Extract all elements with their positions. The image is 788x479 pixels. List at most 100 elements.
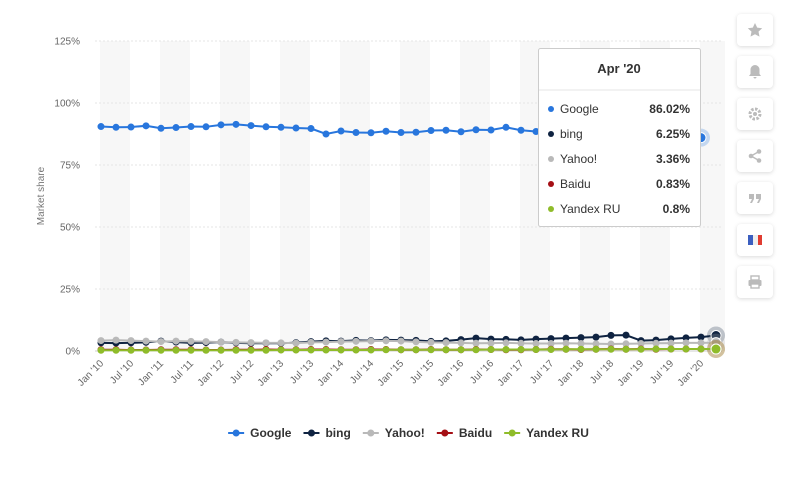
- print-button[interactable]: [737, 266, 773, 298]
- legend-label: Yahoo!: [385, 426, 425, 440]
- x-tick-label: Jan '13: [256, 358, 287, 389]
- data-point: [532, 128, 540, 136]
- legend-item[interactable]: Yandex RU: [504, 426, 589, 440]
- data-point: [247, 346, 255, 354]
- data-point: [592, 340, 600, 348]
- legend-item[interactable]: bing: [303, 426, 351, 440]
- data-point: [232, 338, 240, 346]
- y-tick-label: 25%: [60, 285, 80, 296]
- data-point: [682, 345, 690, 353]
- x-tick-label: Jan '16: [436, 358, 467, 389]
- tooltip-series-name: Baidu: [560, 177, 591, 191]
- data-point: [262, 123, 270, 131]
- data-point: [457, 128, 465, 136]
- data-point: [397, 129, 405, 137]
- data-point: [247, 339, 255, 347]
- data-point: [262, 346, 270, 354]
- legend-label: Google: [250, 426, 292, 440]
- band-stripe: [280, 41, 310, 351]
- tooltip-title: Apr '20: [597, 61, 641, 76]
- data-point: [697, 345, 705, 353]
- data-point: [592, 345, 600, 353]
- data-point: [607, 331, 615, 339]
- x-tick-label: Jul '17: [528, 358, 556, 386]
- data-point: [517, 346, 525, 354]
- tooltip-marker: [548, 181, 554, 187]
- data-point: [427, 338, 435, 346]
- data-point: [412, 128, 420, 136]
- data-point: [442, 339, 450, 347]
- y-tick-label: 75%: [60, 161, 80, 172]
- data-point: [487, 126, 495, 134]
- data-point: [607, 340, 615, 348]
- data-point: [577, 345, 585, 353]
- data-point: [277, 123, 285, 131]
- data-point: [412, 338, 420, 346]
- data-point: [457, 339, 465, 347]
- x-tick-label: Jan '12: [196, 358, 227, 389]
- tooltip-box: [538, 48, 701, 227]
- data-point: [682, 339, 690, 347]
- data-point: [97, 337, 105, 345]
- legend-label: bing: [325, 426, 350, 440]
- data-point: [112, 336, 120, 344]
- x-tick-label: Jul '13: [288, 358, 316, 386]
- cite-button[interactable]: [737, 182, 773, 214]
- data-point: [472, 339, 480, 347]
- settings-button[interactable]: [737, 98, 773, 130]
- data-point: [457, 346, 465, 354]
- data-point: [142, 337, 150, 345]
- tooltip-series-name: Yandex RU: [560, 202, 620, 216]
- data-point: [517, 126, 525, 134]
- tooltip-marker: [548, 131, 554, 137]
- data-point: [367, 346, 375, 354]
- data-point: [622, 345, 630, 353]
- legend: Google bing Yahoo! Baidu Yandex RU: [228, 426, 589, 440]
- data-point: [187, 123, 195, 131]
- tooltip-series-name: Google: [560, 102, 599, 116]
- data-point: [592, 333, 600, 341]
- x-tick-label: Jan '20: [676, 358, 707, 389]
- data-point: [607, 345, 615, 353]
- x-tick-label: Jul '19: [648, 358, 676, 386]
- band-stripe: [100, 41, 130, 351]
- data-point: [307, 338, 315, 346]
- data-point: [307, 346, 315, 354]
- data-point: [352, 346, 360, 354]
- y-tick-label: 50%: [60, 223, 80, 234]
- x-tick-label: Jan '18: [556, 358, 587, 389]
- data-point: [247, 122, 255, 130]
- data-point: [502, 339, 510, 347]
- favorite-button[interactable]: [737, 14, 773, 46]
- x-tick-label: Jan '14: [316, 358, 347, 389]
- data-point: [652, 339, 660, 347]
- data-point: [322, 346, 330, 354]
- data-point: [697, 333, 705, 341]
- data-point: [472, 346, 480, 354]
- band-stripe: [460, 41, 490, 351]
- data-point: [547, 340, 555, 348]
- legend-item[interactable]: Yahoo!: [362, 426, 425, 440]
- band-stripe: [340, 41, 370, 351]
- notification-button[interactable]: [737, 56, 773, 88]
- tooltip: Apr '20 Google 86.02% bing 6.25% Yahoo! 3.36% B…: [538, 48, 701, 227]
- legend-item[interactable]: Google: [228, 426, 292, 440]
- tooltip-marker: [548, 106, 554, 112]
- data-point: [337, 127, 345, 135]
- x-tick-label: Jan '15: [376, 358, 407, 389]
- tooltip-value: 0.8%: [663, 202, 691, 216]
- legend-item[interactable]: Baidu: [436, 426, 492, 440]
- data-point: [427, 346, 435, 354]
- tooltip-value: 86.02%: [649, 102, 690, 116]
- y-tick-label: 125%: [54, 37, 80, 48]
- data-point: [97, 346, 105, 354]
- share-button[interactable]: [737, 140, 773, 172]
- data-point: [337, 338, 345, 346]
- data-point: [637, 345, 645, 353]
- band-stripe: [400, 41, 430, 351]
- language-button[interactable]: [737, 224, 773, 256]
- band-stripe: [160, 41, 190, 351]
- tooltip-series-name: Yahoo!: [560, 152, 597, 166]
- x-tick-label: Jul '18: [588, 358, 616, 386]
